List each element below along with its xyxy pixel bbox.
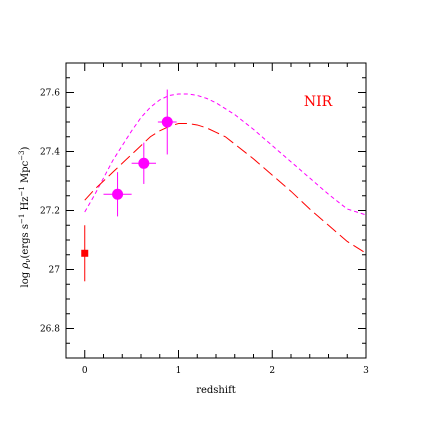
- y-label-exp3: −3: [18, 150, 26, 160]
- x-tick-label: 1: [176, 366, 182, 376]
- y-label-exp2: −1: [18, 186, 26, 196]
- y-tick-label: 27: [49, 266, 61, 276]
- annotation-nir: NIR: [304, 94, 333, 110]
- y-tick-label: 27.2: [40, 207, 60, 217]
- x-axis-label: redshift: [196, 385, 236, 396]
- point-marker-square: [81, 249, 89, 257]
- data-point-red: [81, 225, 89, 282]
- y-tick-label: 27.6: [40, 89, 60, 99]
- x-tick-label: 0: [82, 366, 88, 376]
- y-label-sub: ν: [24, 258, 32, 262]
- frame-layer: 0 1 2 3 26.8 27 27.2 27.4 27.6: [40, 62, 369, 376]
- point-marker: [112, 188, 124, 200]
- y-axis-label: log ρν(ergs s−1 Hz−1 Mpc−3): [18, 146, 32, 287]
- data-point-magenta: [103, 172, 132, 217]
- x-tick-label: 2: [269, 366, 275, 376]
- y-label-close: ): [20, 146, 31, 150]
- y-label-hz: Hz: [20, 197, 31, 214]
- y-label-rho: ρ: [20, 263, 31, 270]
- x-tick-label: 3: [363, 366, 369, 376]
- y-label-exp1: −1: [18, 214, 26, 224]
- y-label-prefix: log: [20, 269, 31, 288]
- y-label-mpc: Mpc: [20, 160, 31, 186]
- y-tick-label: 26.8: [40, 325, 60, 335]
- series-magenta-short-dash-line: [84, 93, 367, 216]
- series-red-long-dash-line: [84, 122, 367, 254]
- point-marker: [138, 157, 150, 169]
- data-point-magenta: [157, 89, 177, 155]
- y-tick-label: 27.4: [40, 148, 60, 158]
- point-marker: [161, 116, 173, 128]
- y-label-open: (ergs s: [20, 224, 31, 258]
- data-point-magenta: [131, 142, 156, 184]
- plot-layer: [81, 89, 367, 282]
